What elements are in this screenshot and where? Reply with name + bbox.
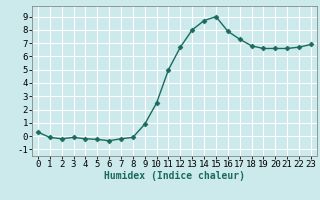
X-axis label: Humidex (Indice chaleur): Humidex (Indice chaleur): [104, 171, 245, 181]
